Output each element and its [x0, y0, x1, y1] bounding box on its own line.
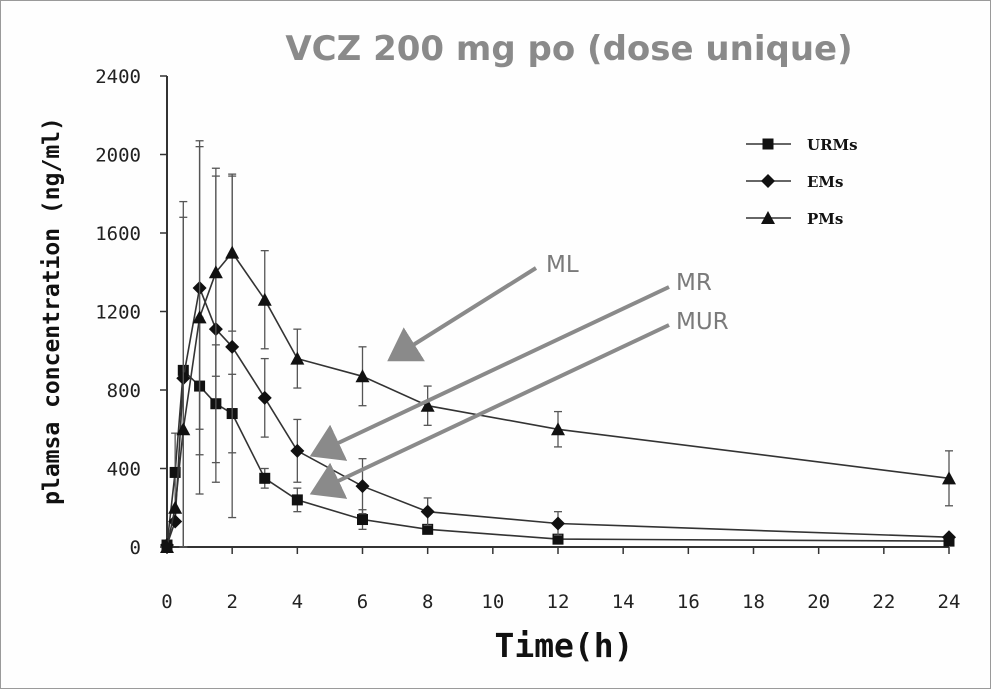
- data-point-pms: [192, 310, 207, 324]
- data-point-ems: [257, 390, 272, 405]
- x-tick-label: 24: [938, 591, 961, 613]
- annotation-arrow-ml: [387, 266, 538, 362]
- legend-label-urms: URMs: [807, 136, 858, 154]
- data-point-urms: [422, 523, 434, 535]
- x-tick-label: 6: [357, 591, 368, 613]
- x-tick-label: 10: [481, 591, 504, 613]
- series-ems: [160, 145, 956, 553]
- y-tick-label: 1600: [95, 223, 141, 245]
- x-tick-label: 2: [226, 591, 237, 613]
- data-point-urms: [357, 514, 368, 526]
- data-point-urms: [552, 533, 564, 545]
- legend: URMs EMs PMs: [746, 136, 858, 228]
- annotation-arrow-mur: [309, 323, 670, 499]
- data-point-ems: [420, 504, 435, 519]
- x-axis-label: Time(h): [494, 626, 633, 665]
- series-line-ems: [166, 284, 950, 546]
- data-point-pms: [942, 471, 956, 485]
- data-point-pms: [290, 351, 305, 365]
- data-point-pms: [168, 500, 183, 514]
- x-tick-label: 16: [677, 591, 700, 613]
- x-tick-label: 14: [612, 591, 635, 613]
- x-tick-label: 0: [161, 591, 172, 613]
- data-point-urms: [259, 472, 271, 484]
- x-tick-label: 4: [292, 591, 303, 613]
- x-tick-label: 8: [422, 591, 433, 613]
- data-point-pms: [355, 369, 370, 383]
- data-point-ems: [290, 443, 305, 458]
- y-tick-label: 800: [107, 380, 141, 402]
- y-axis-label: plamsa concentration (ng/ml): [39, 117, 65, 505]
- legend-marker-urms: [762, 138, 774, 150]
- legend-label-pms: PMs: [807, 210, 843, 228]
- data-point-ems: [355, 479, 370, 494]
- data-point-pms: [176, 422, 191, 436]
- data-point-pms: [160, 540, 174, 553]
- data-point-ems: [225, 339, 240, 354]
- data-point-pms: [225, 245, 240, 259]
- legend-marker-ems: [761, 174, 775, 188]
- data-point-pms: [208, 265, 223, 279]
- series-line-urms: [166, 368, 950, 546]
- ticks: 0 2 4 6 8 10 12 14 16 18 20 22 240400800120016002000…: [95, 66, 960, 613]
- y-tick-label: 2000: [95, 145, 141, 167]
- data-point-pms: [257, 292, 272, 306]
- series-line-pms: [166, 251, 950, 548]
- series-pms: [160, 140, 956, 553]
- y-tick-label: 0: [130, 537, 141, 559]
- chart-title: VCZ 200 mg po (dose unique): [285, 29, 852, 69]
- y-tick-label: 2400: [95, 66, 141, 88]
- annotation-label-mr: MR: [676, 270, 712, 296]
- data-point-urms: [169, 466, 181, 478]
- data-point-pms: [420, 398, 435, 412]
- data-point-urms: [291, 494, 303, 506]
- y-tick-label: 400: [107, 459, 141, 481]
- y-tick-label: 1200: [95, 302, 141, 324]
- data-point-ems: [942, 530, 956, 545]
- x-tick-label: 12: [547, 591, 570, 613]
- x-tick-label: 22: [872, 591, 895, 613]
- series-layer: [160, 140, 956, 553]
- legend-label-ems: EMs: [807, 173, 843, 191]
- data-point-ems: [551, 516, 565, 531]
- data-point-pms: [551, 422, 565, 436]
- annotations: ML MR MUR: [309, 252, 729, 499]
- legend-marker-pms: [761, 211, 775, 224]
- annotation-label-mur: MUR: [676, 309, 729, 335]
- annotation-label-ml: ML: [546, 252, 579, 278]
- x-tick-label: 20: [807, 591, 830, 613]
- annotation-arrow-mr: [309, 285, 670, 461]
- x-tick-label: 18: [742, 591, 765, 613]
